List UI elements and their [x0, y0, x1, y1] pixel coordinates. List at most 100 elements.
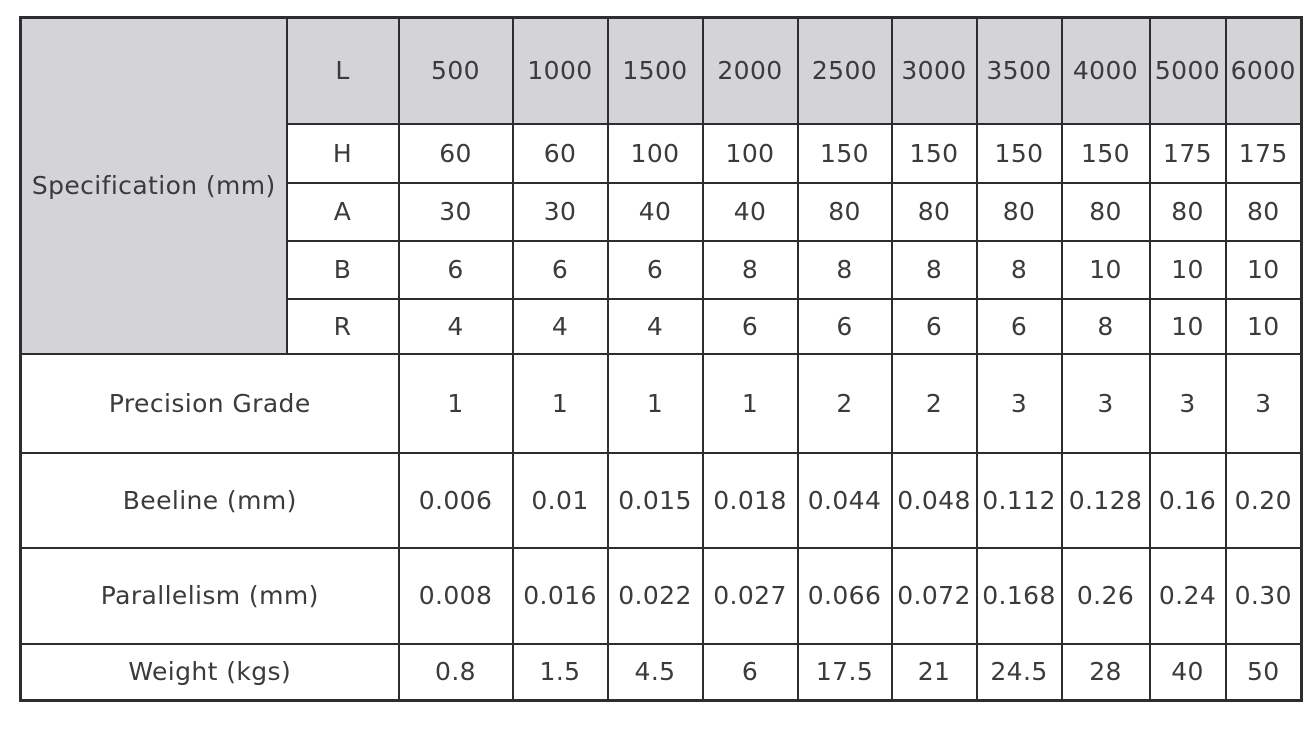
value-cell: 6 — [796, 297, 893, 355]
value-cell: 0.027 — [701, 546, 799, 645]
value-cell: 8 — [890, 239, 978, 300]
param-label-b: B — [285, 239, 400, 300]
value-cell: 40 — [1148, 642, 1227, 702]
value-cell: 0.20 — [1224, 451, 1303, 549]
value-cell: 0.008 — [397, 546, 514, 645]
value-cell: 0.16 — [1148, 451, 1227, 549]
value-cell: 4 — [606, 297, 704, 355]
value-cell: 0.016 — [511, 546, 609, 645]
table-row-r: R 4 4 4 6 6 6 6 8 10 10 — [21, 297, 1303, 355]
row-label-parallelism: Parallelism (mm) — [19, 546, 400, 645]
col-header: 3500 — [975, 16, 1063, 125]
table-row-beeline: Beeline (mm) 0.006 0.01 0.015 0.018 0.04… — [19, 451, 1303, 549]
value-cell: 8 — [1060, 297, 1151, 355]
value-cell: 8 — [975, 239, 1063, 300]
table-row-b: B 6 6 6 8 8 8 8 10 10 10 — [21, 239, 1303, 300]
value-cell: 0.26 — [1060, 546, 1151, 645]
value-cell: 3 — [1060, 352, 1151, 454]
value-cell: 0.015 — [606, 451, 704, 549]
value-cell: 60 — [397, 122, 514, 184]
value-cell: 28 — [1060, 642, 1151, 702]
value-cell: 80 — [1148, 181, 1227, 242]
value-cell: 24.5 — [975, 642, 1063, 702]
spec-group-label: Specification (mm) — [19, 16, 288, 355]
value-cell: 175 — [1224, 122, 1303, 184]
param-label-l: L — [285, 16, 400, 125]
col-header: 1500 — [606, 16, 704, 125]
row-label-precision-grade: Precision Grade — [19, 352, 400, 454]
value-cell: 50 — [1224, 642, 1303, 702]
row-label-beeline: Beeline (mm) — [19, 451, 400, 549]
value-cell: 0.006 — [397, 451, 514, 549]
col-header: 3000 — [890, 16, 978, 125]
value-cell: 150 — [796, 122, 893, 184]
value-cell: 2 — [796, 352, 893, 454]
value-cell: 3 — [1224, 352, 1303, 454]
value-cell: 3 — [975, 352, 1063, 454]
value-cell: 100 — [701, 122, 799, 184]
param-label-r: R — [285, 297, 400, 355]
value-cell: 10 — [1148, 297, 1227, 355]
value-cell: 1 — [701, 352, 799, 454]
param-label-h: H — [285, 122, 400, 184]
value-cell: 0.018 — [701, 451, 799, 549]
col-header: 2500 — [796, 16, 893, 125]
value-cell: 30 — [511, 181, 609, 242]
value-cell: 10 — [1148, 239, 1227, 300]
value-cell: 1 — [606, 352, 704, 454]
col-header: 500 — [397, 16, 514, 125]
table-row-h: H 60 60 100 100 150 150 150 150 175 175 — [21, 122, 1303, 184]
table-row-precision-grade: Precision Grade 1 1 1 1 2 2 3 3 3 3 — [19, 352, 1303, 454]
value-cell: 21 — [890, 642, 978, 702]
value-cell: 6 — [606, 239, 704, 300]
value-cell: 0.24 — [1148, 546, 1227, 645]
value-cell: 6 — [397, 239, 514, 300]
value-cell: 6 — [701, 642, 799, 702]
value-cell: 100 — [606, 122, 704, 184]
value-cell: 6 — [975, 297, 1063, 355]
table-row-parallelism: Parallelism (mm) 0.008 0.016 0.022 0.027… — [19, 546, 1303, 645]
value-cell: 1 — [511, 352, 609, 454]
col-header: 6000 — [1224, 16, 1303, 125]
value-cell: 80 — [890, 181, 978, 242]
value-cell: 0.066 — [796, 546, 893, 645]
value-cell: 4 — [511, 297, 609, 355]
value-cell: 80 — [1224, 181, 1303, 242]
value-cell: 0.8 — [397, 642, 514, 702]
param-label-a: A — [285, 181, 400, 242]
value-cell: 2 — [890, 352, 978, 454]
value-cell: 0.112 — [975, 451, 1063, 549]
value-cell: 6 — [890, 297, 978, 355]
specification-table: Specification (mm) L 500 1000 1500 2000 … — [19, 16, 1303, 702]
table-row-a: A 30 30 40 40 80 80 80 80 80 80 — [21, 181, 1303, 242]
value-cell: 10 — [1224, 239, 1303, 300]
value-cell: 4 — [397, 297, 514, 355]
value-cell: 60 — [511, 122, 609, 184]
value-cell: 6 — [701, 297, 799, 355]
value-cell: 8 — [701, 239, 799, 300]
value-cell: 0.168 — [975, 546, 1063, 645]
value-cell: 1.5 — [511, 642, 609, 702]
value-cell: 80 — [1060, 181, 1151, 242]
value-cell: 10 — [1060, 239, 1151, 300]
col-header: 5000 — [1148, 16, 1227, 125]
value-cell: 6 — [511, 239, 609, 300]
value-cell: 0.022 — [606, 546, 704, 645]
value-cell: 40 — [606, 181, 704, 242]
value-cell: 150 — [1060, 122, 1151, 184]
value-cell: 30 — [397, 181, 514, 242]
row-label-weight: Weight (kgs) — [19, 642, 400, 702]
value-cell: 0.072 — [890, 546, 978, 645]
value-cell: 10 — [1224, 297, 1303, 355]
value-cell: 0.30 — [1224, 546, 1303, 645]
table-row-l: Specification (mm) L 500 1000 1500 2000 … — [19, 16, 1303, 355]
value-cell: 150 — [890, 122, 978, 184]
col-header: 2000 — [701, 16, 799, 125]
value-cell: 80 — [796, 181, 893, 242]
table-row-weight: Weight (kgs) 0.8 1.5 4.5 6 17.5 21 24.5 … — [19, 642, 1303, 702]
value-cell: 80 — [975, 181, 1063, 242]
value-cell: 175 — [1148, 122, 1227, 184]
value-cell: 40 — [701, 181, 799, 242]
value-cell: 0.128 — [1060, 451, 1151, 549]
value-cell: 1 — [397, 352, 514, 454]
